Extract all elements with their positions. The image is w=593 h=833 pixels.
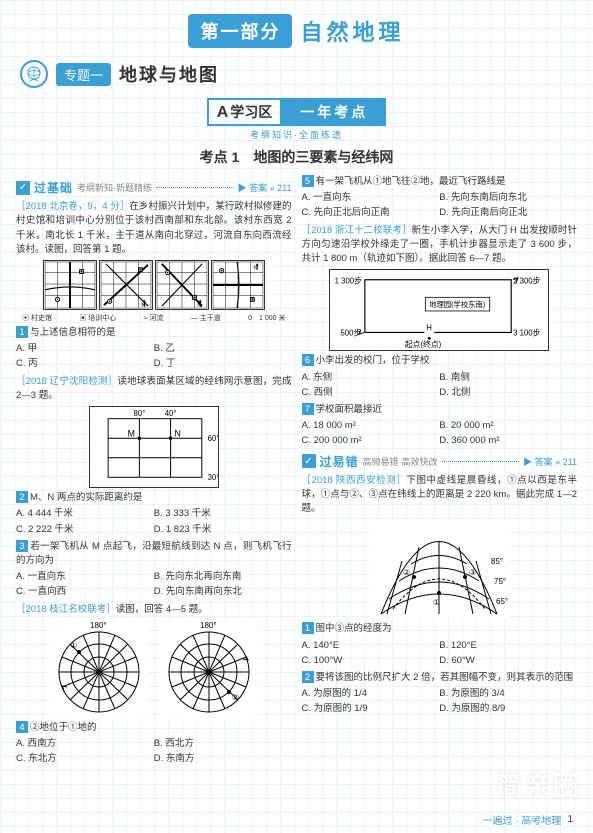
part-badge: 第一部分: [188, 14, 292, 48]
check-icon: ✓: [302, 454, 316, 468]
figure-polar-circles: 180° ① 180°: [16, 620, 292, 718]
figure-grid-map: 80° 40° 60° 30° M N: [89, 406, 219, 488]
question-6: 6小李出发的校门，位于学校: [302, 354, 578, 368]
polar-circle-2: 180° ②: [160, 620, 258, 718]
svg-text:H: H: [427, 324, 433, 333]
zone-year: 一年考点: [282, 98, 386, 126]
question-3: 3若一架飞机从 M 点起飞，沿最短航线到达 N 点，则飞机飞行的方向为: [16, 540, 292, 569]
intro-4: ［2018 浙江十二校联考］新生小李入学，从大门 H 出发按顺时针方向匀速沿学校…: [302, 224, 578, 267]
question-4: 4②地位于①地的: [16, 721, 292, 735]
svg-text:60°: 60°: [207, 434, 218, 443]
section-basic-answer: ▶ 答案 » 211: [238, 181, 292, 194]
intro-5: ［2018 陕西西安检测］下图中虚线是晨昏线，①点以西是东半球，①点与②、③点在…: [302, 474, 578, 517]
err-question-1: 1图中③点的经度为: [302, 622, 578, 636]
topic-title: 地球与地图: [119, 61, 219, 87]
check-icon: ✓: [16, 181, 30, 195]
svg-text:40°: 40°: [164, 409, 176, 418]
intro-2: ［2018 辽宁沈阳检测］读地球表面某区域的经纬网示意图，完成 2—3 题。: [16, 375, 292, 404]
map-yi: 乙 N: [99, 260, 153, 310]
svg-text:①: ①: [433, 598, 440, 607]
right-column: 5有一架飞机从①地飞往②地，最近飞行路线是 A. 一直向东B. 先向东南后向东北…: [302, 175, 578, 770]
dots-divider: [442, 461, 520, 462]
svg-text:500步: 500步: [341, 329, 362, 338]
section-easyerr-answer: ▶ 答案 » 211: [523, 455, 577, 468]
left-column: ✓ 过基础 考纲新知·新题精练 ▶ 答案 » 211 ［2018 北京卷，9，4…: [16, 175, 292, 770]
watermark-sub: MXEQQ.COM: [494, 807, 573, 819]
svg-text:65°: 65°: [496, 597, 508, 606]
q3-options: A. 一直向东B. 先向东北再向东南 C. 一直向西D. 先向东南再向东北: [16, 569, 292, 599]
figure-four-maps: 甲 乙 N 丙: [16, 260, 292, 310]
q2-options: A. 4 444 千米B. 3 333 千米 C. 2 222 千米D. 1 8…: [16, 506, 292, 536]
map-ding: 丁 N: [211, 260, 265, 310]
figure-school-walk: 地理园(学校东南) 1 300步 2 300步 500步 3 100步 H 起点…: [329, 269, 549, 351]
eq1-options: A. 140°EB. 120°E C. 100°WD. 60°W: [302, 638, 578, 668]
figure-legend: ⦿ 村史馆 ▣ 培训中心 ≈ 河流 — 主干道 0 1 000 米: [22, 313, 286, 323]
part-title: 自然地理: [300, 15, 404, 47]
part-header: 第一部分 自然地理: [0, 0, 593, 54]
svg-text:85°: 85°: [491, 557, 503, 566]
q4-options: A. 西南方B. 西北方 C. 东北方D. 东南方: [16, 736, 292, 766]
section-easyerr-title: 过易错: [320, 453, 359, 470]
svg-text:75°: 75°: [494, 577, 506, 586]
eq2-options: A. 为原图的 1/4B. 为原图的 3/4 C. 为原图的 1/9D. 为原图…: [302, 686, 578, 716]
svg-text:M: M: [127, 428, 134, 438]
svg-text:N: N: [197, 303, 201, 309]
map-jia: 甲: [43, 260, 97, 310]
q7-options: A. 18 000 m²B. 20 000 m² C. 200 000 m²D.…: [302, 418, 578, 448]
zone-subtitle: 考纲知识·全面练透: [0, 128, 593, 141]
intro-1: ［2018 北京卷，9，4 分］在乡村振兴计划中，某行政村拟修建的村史馆和培训中…: [16, 200, 292, 257]
section-easyerr-head: ✓ 过易错 高频易错·高效快改 ▶ 答案 » 211: [302, 453, 578, 470]
err-question-2: 2要将该图的比例尺扩大 2 倍，若其图幅不变，则其表示的范围: [302, 671, 578, 685]
topic-row: 专题一 地球与地图: [20, 60, 573, 88]
svg-text:起点(终点): 起点(终点): [405, 339, 442, 349]
section-basic-head: ✓ 过基础 考纲新知·新题精练 ▶ 答案 » 211: [16, 179, 292, 196]
svg-text:③: ③: [469, 568, 476, 577]
map-bing: 丙 N: [155, 260, 209, 310]
svg-text:①: ①: [70, 641, 77, 650]
kaodian-title: 考点 1 地图的三要素与经纬网: [0, 147, 593, 167]
globe-icon: [20, 60, 48, 88]
svg-text:80°: 80°: [133, 409, 145, 418]
zone-row: A学习区 一年考点: [167, 98, 427, 126]
svg-text:180°: 180°: [200, 621, 217, 630]
question-1: 1与上述信息相符的是: [16, 326, 292, 340]
intro-3: ［2018 枝江名校联考］读图，回答 4—5 题。: [16, 603, 292, 617]
svg-text:②: ②: [403, 568, 410, 577]
question-5: 5有一架飞机从①地飞往②地，最近飞行路线是: [302, 175, 578, 189]
svg-text:180°: 180°: [90, 621, 107, 630]
zone-a-label: A学习区: [207, 98, 283, 126]
q5-options: A. 一直向东B. 先向东南后向东北 C. 先向正北后向正南D. 先向正南后向正…: [302, 190, 578, 220]
polar-circle-1: 180° ①: [50, 620, 148, 718]
svg-text:N: N: [141, 303, 145, 309]
content-columns: ✓ 过基础 考纲新知·新题精练 ▶ 答案 » 211 ［2018 北京卷，9，4…: [0, 175, 593, 770]
figure-globe-top: ① ② ③ 85° 75° 65°: [369, 519, 509, 619]
section-easyerr-sub: 高频易错·高效快改: [363, 455, 438, 468]
svg-text:②: ②: [232, 693, 239, 702]
dots-divider: [156, 187, 234, 188]
section-basic-sub: 考纲新知·新题精练: [77, 181, 152, 194]
question-7: 7学校面积最接近: [302, 403, 578, 417]
topic-badge: 专题一: [56, 63, 111, 86]
svg-text:N: N: [174, 428, 180, 438]
watermark-main: 简亲圈: [497, 766, 581, 803]
svg-text:30°: 30°: [207, 473, 218, 482]
section-basic-title: 过基础: [34, 179, 73, 196]
svg-text:1 300步: 1 300步: [335, 277, 363, 286]
q6-options: A. 东侧B. 南侧 C. 西侧D. 北侧: [302, 370, 578, 400]
svg-text:地理园(学校东南): 地理园(学校东南): [429, 300, 485, 309]
q1-options: A. 甲B. 乙 C. 丙D. 丁: [16, 341, 292, 371]
question-2: 2M、N 两点的实际距离约是: [16, 491, 292, 505]
svg-text:3 100步: 3 100步: [513, 329, 541, 338]
